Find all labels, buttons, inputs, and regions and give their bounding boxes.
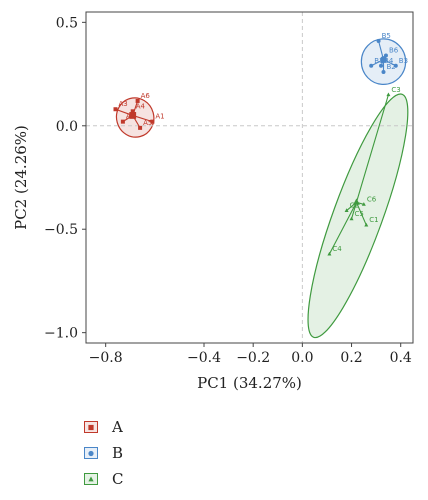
x-axis-label: PC1 (34.27%)	[197, 374, 302, 392]
point-label-a3: A3	[119, 100, 128, 108]
point-label-c5: C5	[355, 210, 364, 218]
point-b3	[393, 63, 398, 68]
ray-c1	[355, 202, 367, 226]
legend-swatch-a	[84, 421, 98, 433]
point-a1	[150, 119, 155, 124]
point-label-b2: B2	[386, 63, 395, 71]
centroid-a	[129, 112, 137, 119]
point-b5	[376, 38, 381, 43]
ellipse-c	[307, 93, 409, 339]
point-label-b3: B3	[399, 57, 408, 65]
point-label-b6: B6	[389, 46, 399, 54]
point-b4	[379, 63, 384, 68]
x-tick-label: 0.2	[340, 350, 362, 366]
point-c5	[349, 216, 354, 221]
point-a5	[138, 125, 143, 130]
legend-label-c: C	[112, 470, 124, 488]
point-a3	[113, 107, 118, 112]
point-a2	[120, 119, 125, 124]
x-tick-label: −0.4	[187, 350, 221, 366]
point-b1	[369, 63, 374, 68]
point-label-b1: B1	[374, 57, 383, 65]
point-label-b4: B4	[384, 57, 394, 65]
point-label-a6: A6	[141, 92, 151, 100]
point-c4	[327, 251, 332, 256]
legend-label-a: A	[112, 418, 123, 436]
y-tick-label: −0.5	[44, 222, 78, 238]
point-label-c6: C6	[367, 195, 377, 203]
point-label-c2: C2	[350, 202, 359, 210]
x-tick-label: 0.4	[390, 350, 412, 366]
plot-frame	[85, 11, 414, 344]
point-c6	[361, 202, 366, 206]
legend-item-c: C	[84, 466, 123, 492]
point-label-c1: C1	[369, 216, 378, 224]
legend-marker-a	[88, 424, 94, 431]
point-a6	[135, 98, 140, 103]
point-label-a4: A4	[136, 102, 146, 110]
y-tick-label: 0.5	[56, 15, 78, 31]
x-tick-label: 0.0	[291, 350, 313, 366]
reference-lines	[86, 12, 413, 343]
point-label-c4: C4	[332, 245, 342, 253]
legend-swatch-b	[84, 447, 98, 459]
point-c3	[386, 92, 391, 97]
y-tick-label: −1.0	[44, 326, 78, 342]
axes: −0.8 −0.4 −0.2 0.0 0.2 0.4 0.5 0.0 −0.5 −1.0	[44, 15, 412, 366]
point-c2	[344, 208, 349, 212]
legend-swatch-c	[84, 473, 98, 485]
legend-marker-b	[88, 450, 94, 457]
point-label-a5: A5	[143, 119, 152, 127]
ray-c3	[355, 94, 389, 203]
confidence-ellipses	[115, 38, 409, 339]
point-label-b5: B5	[382, 32, 391, 40]
legend-label-b: B	[112, 444, 124, 462]
centroid-b	[380, 56, 387, 63]
point-label-a2: A2	[126, 113, 135, 121]
point-label-a1: A1	[155, 113, 164, 121]
legend-marker-c	[88, 476, 94, 482]
legend-item-b: B	[84, 440, 123, 466]
point-c1	[364, 222, 369, 227]
ray-c5	[351, 202, 357, 220]
legend-item-a: A	[84, 414, 123, 440]
point-label-c3: C3	[391, 86, 400, 94]
point-b6	[383, 53, 388, 58]
y-axis-label: PC2 (24.26%)	[12, 125, 30, 230]
point-a4	[130, 109, 135, 114]
y-tick-label: 0.0	[56, 119, 78, 135]
data-points	[113, 38, 398, 256]
x-tick-label: −0.8	[89, 350, 123, 366]
ray-c4	[328, 202, 357, 255]
centroid-c	[353, 198, 360, 205]
x-tick-label: −0.2	[236, 350, 270, 366]
point-b2	[381, 69, 386, 74]
